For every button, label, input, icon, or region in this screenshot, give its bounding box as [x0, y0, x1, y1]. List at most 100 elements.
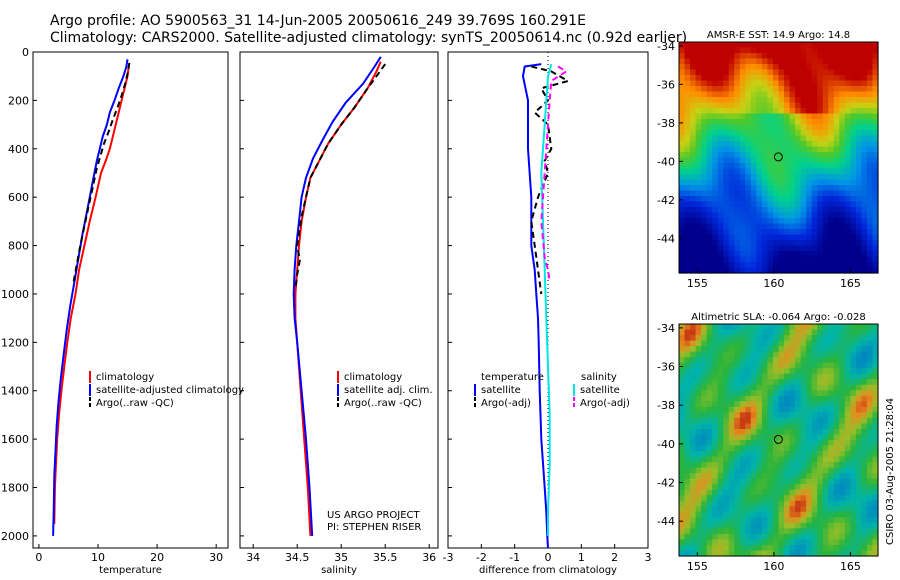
map-cell [822, 201, 829, 208]
map-cell [701, 478, 708, 485]
map-cell [761, 368, 769, 375]
map-cell [761, 423, 769, 430]
map-cell [795, 379, 802, 386]
map-cell [866, 550, 874, 557]
map-cell [833, 335, 840, 342]
map-cell [850, 406, 857, 413]
map-cell [817, 130, 824, 137]
map-cell [734, 384, 741, 391]
map-cell [734, 368, 741, 375]
map-cell [850, 185, 857, 192]
map-cell [717, 207, 724, 214]
map-cell [739, 395, 746, 402]
map-cell [822, 53, 829, 60]
map-cell [850, 473, 857, 480]
map-cell [811, 440, 818, 447]
map-cell [767, 157, 774, 164]
map-cell [679, 152, 686, 159]
map-cell [828, 218, 835, 225]
map-cell [850, 240, 857, 247]
map-cell [772, 64, 780, 71]
map-cell [695, 97, 702, 104]
map-cell [855, 462, 863, 469]
map-cell [712, 119, 719, 126]
map-cell [723, 218, 730, 225]
map-cell [684, 119, 691, 126]
map-cell [701, 434, 708, 441]
map-cell [712, 346, 719, 353]
map-cell [750, 539, 757, 546]
map-cell [761, 86, 769, 93]
map-cell [817, 185, 824, 192]
map-cell [784, 500, 791, 507]
map-cell [811, 462, 818, 469]
map-cell [701, 550, 708, 557]
map-cell [723, 267, 730, 274]
map-cell [839, 146, 846, 153]
map-cell [767, 146, 774, 153]
map-cell [828, 329, 835, 336]
map-cell [800, 256, 807, 263]
map-cell [679, 324, 686, 331]
map-cell [866, 53, 874, 60]
map-cell [855, 500, 863, 507]
map-cell [778, 146, 785, 153]
map-cell [679, 340, 686, 347]
map-cell [861, 500, 868, 507]
map-cell [723, 528, 730, 535]
map-cell [833, 434, 840, 441]
map-cell [684, 80, 691, 87]
map-cell [806, 340, 813, 347]
map-cell [706, 141, 713, 148]
map-cell [717, 86, 724, 93]
map-cell [695, 412, 702, 419]
map-cell [795, 245, 802, 252]
map-cell [739, 212, 746, 219]
map-cell [679, 163, 686, 170]
map-cell [839, 384, 846, 391]
map-cell [806, 75, 813, 82]
map-cell [850, 234, 857, 241]
map-cell [817, 373, 824, 380]
map-cell [833, 108, 840, 115]
map-cell [772, 368, 780, 375]
map-cell [828, 517, 835, 524]
map-cell [695, 357, 702, 364]
map-cell [739, 473, 746, 480]
map-cell [795, 212, 802, 219]
map-cell [789, 196, 796, 203]
map-cell [839, 201, 846, 208]
map-cell [811, 533, 818, 541]
map-cell [850, 412, 857, 419]
map-cell [872, 185, 879, 192]
map-cell [861, 373, 868, 380]
map-cell [844, 97, 851, 104]
map-cell [817, 69, 824, 76]
map-cell [806, 97, 813, 104]
map-cell [701, 267, 708, 274]
map-cell [811, 135, 818, 142]
map-cell [795, 223, 802, 230]
map-cell [712, 462, 719, 469]
map-cell [695, 417, 702, 425]
map-cell [795, 506, 802, 513]
map-cell [866, 157, 874, 164]
map-cell [795, 179, 802, 186]
map-cell [778, 495, 785, 502]
map-cell [861, 440, 868, 447]
map-cell [734, 362, 741, 369]
map-cell [855, 251, 863, 258]
map-cell [789, 207, 796, 214]
map-cell [690, 251, 697, 258]
map-cell [739, 550, 746, 557]
map-cell [745, 218, 752, 225]
map-cell [778, 384, 785, 391]
map-cell [701, 484, 708, 491]
map-cell [712, 445, 719, 452]
map-cell [767, 58, 774, 65]
map-cell [795, 80, 802, 87]
map-cell [767, 379, 774, 386]
map-cell [861, 75, 868, 82]
map-cell [712, 75, 719, 82]
map-cell [679, 384, 686, 391]
